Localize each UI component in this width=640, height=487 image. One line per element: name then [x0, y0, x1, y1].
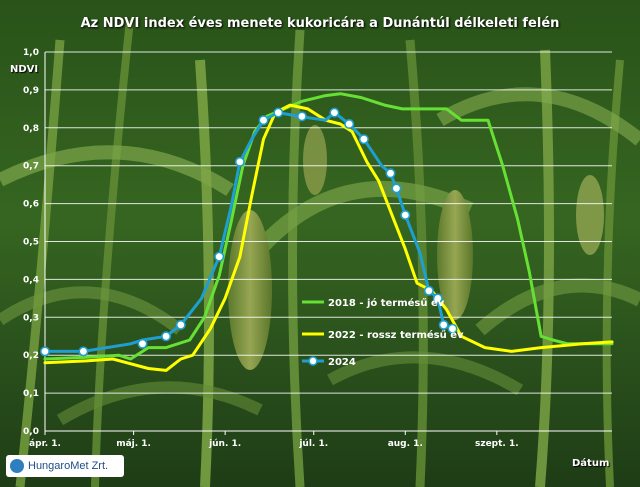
y-tick-label: 0,9	[23, 86, 39, 96]
x-tick-label: aug. 1.	[388, 439, 423, 449]
y-axis-label: NDVI	[10, 64, 39, 75]
series-marker-2024	[39, 346, 50, 357]
x-tick-label: júl. 1.	[298, 439, 328, 449]
series-marker-2024	[423, 285, 434, 296]
legend-marker-2024	[308, 356, 318, 366]
y-tick-label: 1,0	[23, 48, 39, 58]
hungaromet-logo: HungaroMet Zrt.	[6, 455, 124, 477]
series-marker-2024	[344, 119, 355, 130]
y-tick-label: 0,3	[23, 313, 39, 323]
legend-label-2: 2022 - rossz termésű év	[328, 329, 464, 341]
series-marker-2024	[358, 134, 369, 145]
x-tick-label: jún. 1.	[208, 439, 241, 449]
y-tick-label: 0,8	[23, 124, 39, 134]
series-marker-2024	[258, 115, 269, 126]
y-tick-label: 0,7	[23, 162, 39, 172]
series-marker-2024	[78, 346, 89, 357]
legend-label-1: 2018 - jó termésű év	[328, 297, 445, 309]
series-marker-2024	[329, 107, 340, 118]
series-marker-2024	[447, 323, 458, 334]
series-marker-2024	[214, 251, 225, 262]
series-marker-2024	[438, 319, 449, 330]
series-marker-2024	[400, 210, 411, 221]
chart-title: Az NDVI index éves menete kukoricára a D…	[80, 16, 560, 31]
series-line-1	[43, 92, 614, 361]
series-marker-2024	[391, 183, 402, 194]
y-tick-label: 0,6	[23, 200, 39, 210]
series-marker-2024	[385, 168, 396, 179]
hungaromet-logo-icon	[10, 459, 24, 473]
series-marker-2024	[296, 111, 307, 122]
x-tick-label: máj. 1.	[116, 439, 151, 449]
y-tick-label: 0,2	[23, 351, 39, 361]
legend-label-3: 2024	[328, 357, 356, 368]
series-marker-2024	[161, 331, 172, 342]
y-tick-label: 0,1	[23, 389, 39, 399]
y-tick-label: 0,5	[23, 238, 39, 248]
series-marker-2024	[137, 338, 148, 349]
hungaromet-logo-text: HungaroMet Zrt.	[28, 460, 109, 472]
x-axis-label: Dátum	[572, 458, 610, 469]
series-marker-2024	[432, 293, 443, 304]
y-tick-label: 0,4	[23, 275, 39, 285]
y-tick-label: 0,0	[23, 427, 39, 437]
x-tick-label: ápr. 1.	[29, 439, 61, 449]
series-marker-2024	[175, 319, 186, 330]
series-marker-2024	[234, 156, 245, 167]
series-marker-2024	[273, 107, 284, 118]
x-tick-label: szept. 1.	[475, 439, 519, 449]
